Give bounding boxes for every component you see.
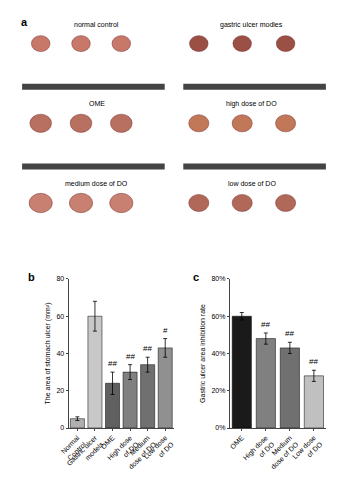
svg-text:normal control: normal control <box>74 21 119 28</box>
svg-text:40: 40 <box>56 350 64 357</box>
svg-text:#: # <box>163 326 168 335</box>
svg-text:Low doseof DO: Low doseof DO <box>291 434 324 467</box>
svg-text:a: a <box>21 16 28 28</box>
svg-text:High doseof DO: High doseof DO <box>106 434 140 468</box>
svg-text:40%: 40% <box>211 350 225 357</box>
svg-text:##: ## <box>143 344 152 353</box>
svg-text:Low doseof DO: Low doseof DO <box>142 434 175 467</box>
svg-text:80%: 80% <box>211 275 225 282</box>
svg-text:NormalControl: NormalControl <box>60 434 88 462</box>
svg-text:0%: 0% <box>215 424 225 431</box>
svg-text:Mediumdose of DO: Mediumdose of DO <box>121 434 158 471</box>
svg-text:gastric ulcer modles: gastric ulcer modles <box>220 21 283 29</box>
svg-text:##: ## <box>126 352 135 361</box>
svg-text:80: 80 <box>56 275 64 282</box>
svg-text:##: ## <box>261 320 270 329</box>
svg-text:Gastric ulcermodels: Gastric ulcermodels <box>65 434 105 474</box>
svg-text:##: ## <box>285 329 294 338</box>
svg-text:c: c <box>193 271 199 283</box>
svg-text:60: 60 <box>56 313 64 320</box>
svg-text:0: 0 <box>60 424 64 431</box>
svg-text:medium dose of DO: medium dose of DO <box>65 180 128 187</box>
svg-text:low dose of DO: low dose of DO <box>228 180 276 187</box>
svg-text:high dose of DO: high dose of DO <box>226 100 277 108</box>
svg-text:OME: OME <box>89 100 105 107</box>
svg-text:20%: 20% <box>211 387 225 394</box>
svg-text:Mediumdose of DO: Mediumdose of DO <box>263 434 300 471</box>
svg-text:60%: 60% <box>211 313 225 320</box>
svg-text:Gastric ulcer area inhibition: Gastric ulcer area inhibition rate <box>199 304 206 403</box>
svg-text:b: b <box>28 271 35 283</box>
svg-text:High doseof DO: High doseof DO <box>242 434 276 468</box>
svg-text:20: 20 <box>56 387 64 394</box>
svg-text:OME: OME <box>99 434 115 450</box>
svg-text:##: ## <box>309 357 318 366</box>
svg-text:##: ## <box>108 359 117 368</box>
svg-text:The area of stomach ulcer (mm²: The area of stomach ulcer (mm²) <box>44 303 52 405</box>
svg-text:OME: OME <box>229 434 245 450</box>
